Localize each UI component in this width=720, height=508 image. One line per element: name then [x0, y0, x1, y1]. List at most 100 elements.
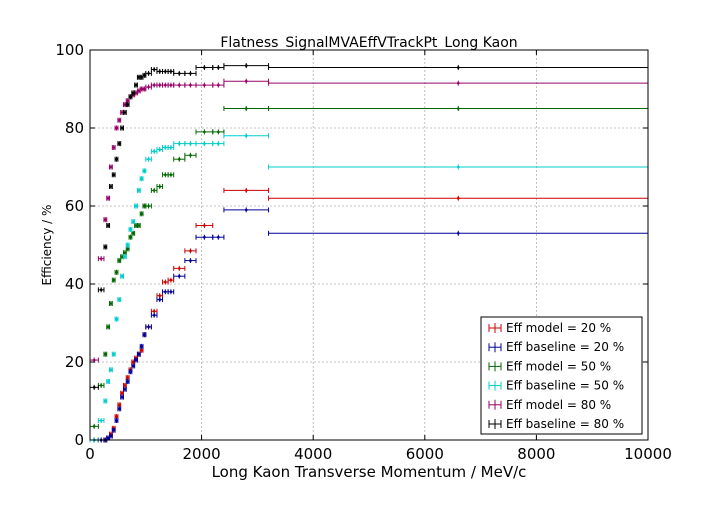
marker [189, 72, 192, 75]
marker [152, 68, 156, 71]
data-point [173, 141, 186, 147]
data-point [114, 418, 119, 423]
data-point [97, 287, 105, 293]
data-point [89, 384, 99, 390]
marker [115, 317, 118, 321]
data-point [103, 217, 108, 223]
legend-entry: Eff model = 20 % [488, 321, 611, 335]
marker [158, 185, 162, 188]
marker [203, 224, 206, 227]
data-point [117, 297, 122, 303]
marker [120, 391, 124, 395]
marker [217, 66, 220, 69]
data-point [145, 203, 152, 209]
data-point [150, 148, 158, 154]
data-point [109, 433, 113, 439]
data-point [173, 156, 186, 162]
marker [104, 399, 107, 403]
legend-entry: Eff model = 50 % [488, 359, 611, 373]
marker [177, 157, 181, 161]
marker [123, 384, 127, 387]
marker [92, 358, 96, 362]
marker [456, 66, 460, 69]
data-point [184, 82, 197, 88]
data-point [268, 195, 649, 201]
x-axis-label: Long Kaon Transverse Momentum / MeV/c [212, 463, 527, 481]
series-3 [89, 106, 649, 429]
marker [126, 99, 129, 102]
marker [169, 83, 173, 87]
marker [189, 259, 192, 262]
marker [244, 64, 248, 67]
marker [99, 384, 103, 387]
marker [109, 185, 113, 188]
marker [140, 349, 143, 352]
data-point [195, 141, 214, 147]
marker [140, 87, 143, 91]
y-tick-label: 20 [65, 353, 84, 371]
marker [152, 313, 156, 317]
marker [92, 386, 96, 389]
marker [158, 70, 162, 73]
data-point [184, 70, 197, 76]
marker [126, 247, 129, 251]
marker [117, 407, 121, 411]
marker [152, 150, 156, 153]
marker [112, 173, 116, 177]
marker [99, 419, 103, 422]
marker [106, 325, 110, 329]
marker [152, 83, 156, 87]
marker [117, 403, 121, 407]
data-point [122, 386, 127, 392]
legend-label: Eff baseline = 50 % [506, 379, 624, 393]
data-point [156, 82, 164, 88]
data-point [109, 301, 113, 306]
x-tick-label: 8000 [517, 445, 555, 463]
marker [244, 134, 248, 138]
data-point [89, 423, 99, 429]
marker [115, 419, 118, 422]
y-tick-label: 60 [65, 197, 84, 215]
x-tick-label: 4000 [294, 445, 332, 463]
data-point [173, 82, 186, 88]
data-point [184, 141, 197, 147]
marker [109, 165, 113, 169]
data-point [156, 68, 164, 74]
marker [120, 255, 124, 258]
data-point [150, 308, 158, 314]
data-point [212, 65, 225, 71]
data-point [134, 82, 138, 88]
marker [203, 130, 206, 134]
data-point [136, 351, 141, 357]
marker [152, 189, 156, 192]
marker [244, 189, 248, 192]
data-point [114, 156, 119, 162]
marker [131, 364, 135, 368]
marker [217, 83, 220, 87]
marker [169, 278, 173, 282]
data-point [117, 141, 122, 147]
data-point [156, 297, 164, 303]
data-point [122, 109, 127, 115]
data-point [120, 125, 124, 131]
data-point [109, 184, 113, 189]
data-point [97, 382, 105, 388]
marker [143, 74, 146, 77]
data-point [134, 357, 138, 363]
marker [169, 173, 173, 177]
marker [120, 274, 124, 278]
x-tick-label: 2000 [183, 445, 221, 463]
y-tick-label: 80 [65, 119, 84, 137]
data-point [145, 84, 152, 90]
data-point [128, 94, 133, 100]
marker [164, 290, 167, 294]
marker [117, 259, 121, 262]
data-point [128, 234, 133, 240]
legend-entry: Eff baseline = 20 % [488, 340, 624, 354]
data-point [145, 156, 152, 162]
data-point [106, 379, 111, 384]
marker [109, 302, 113, 305]
marker [112, 428, 116, 432]
data-point [150, 187, 158, 193]
data-point [131, 219, 136, 225]
